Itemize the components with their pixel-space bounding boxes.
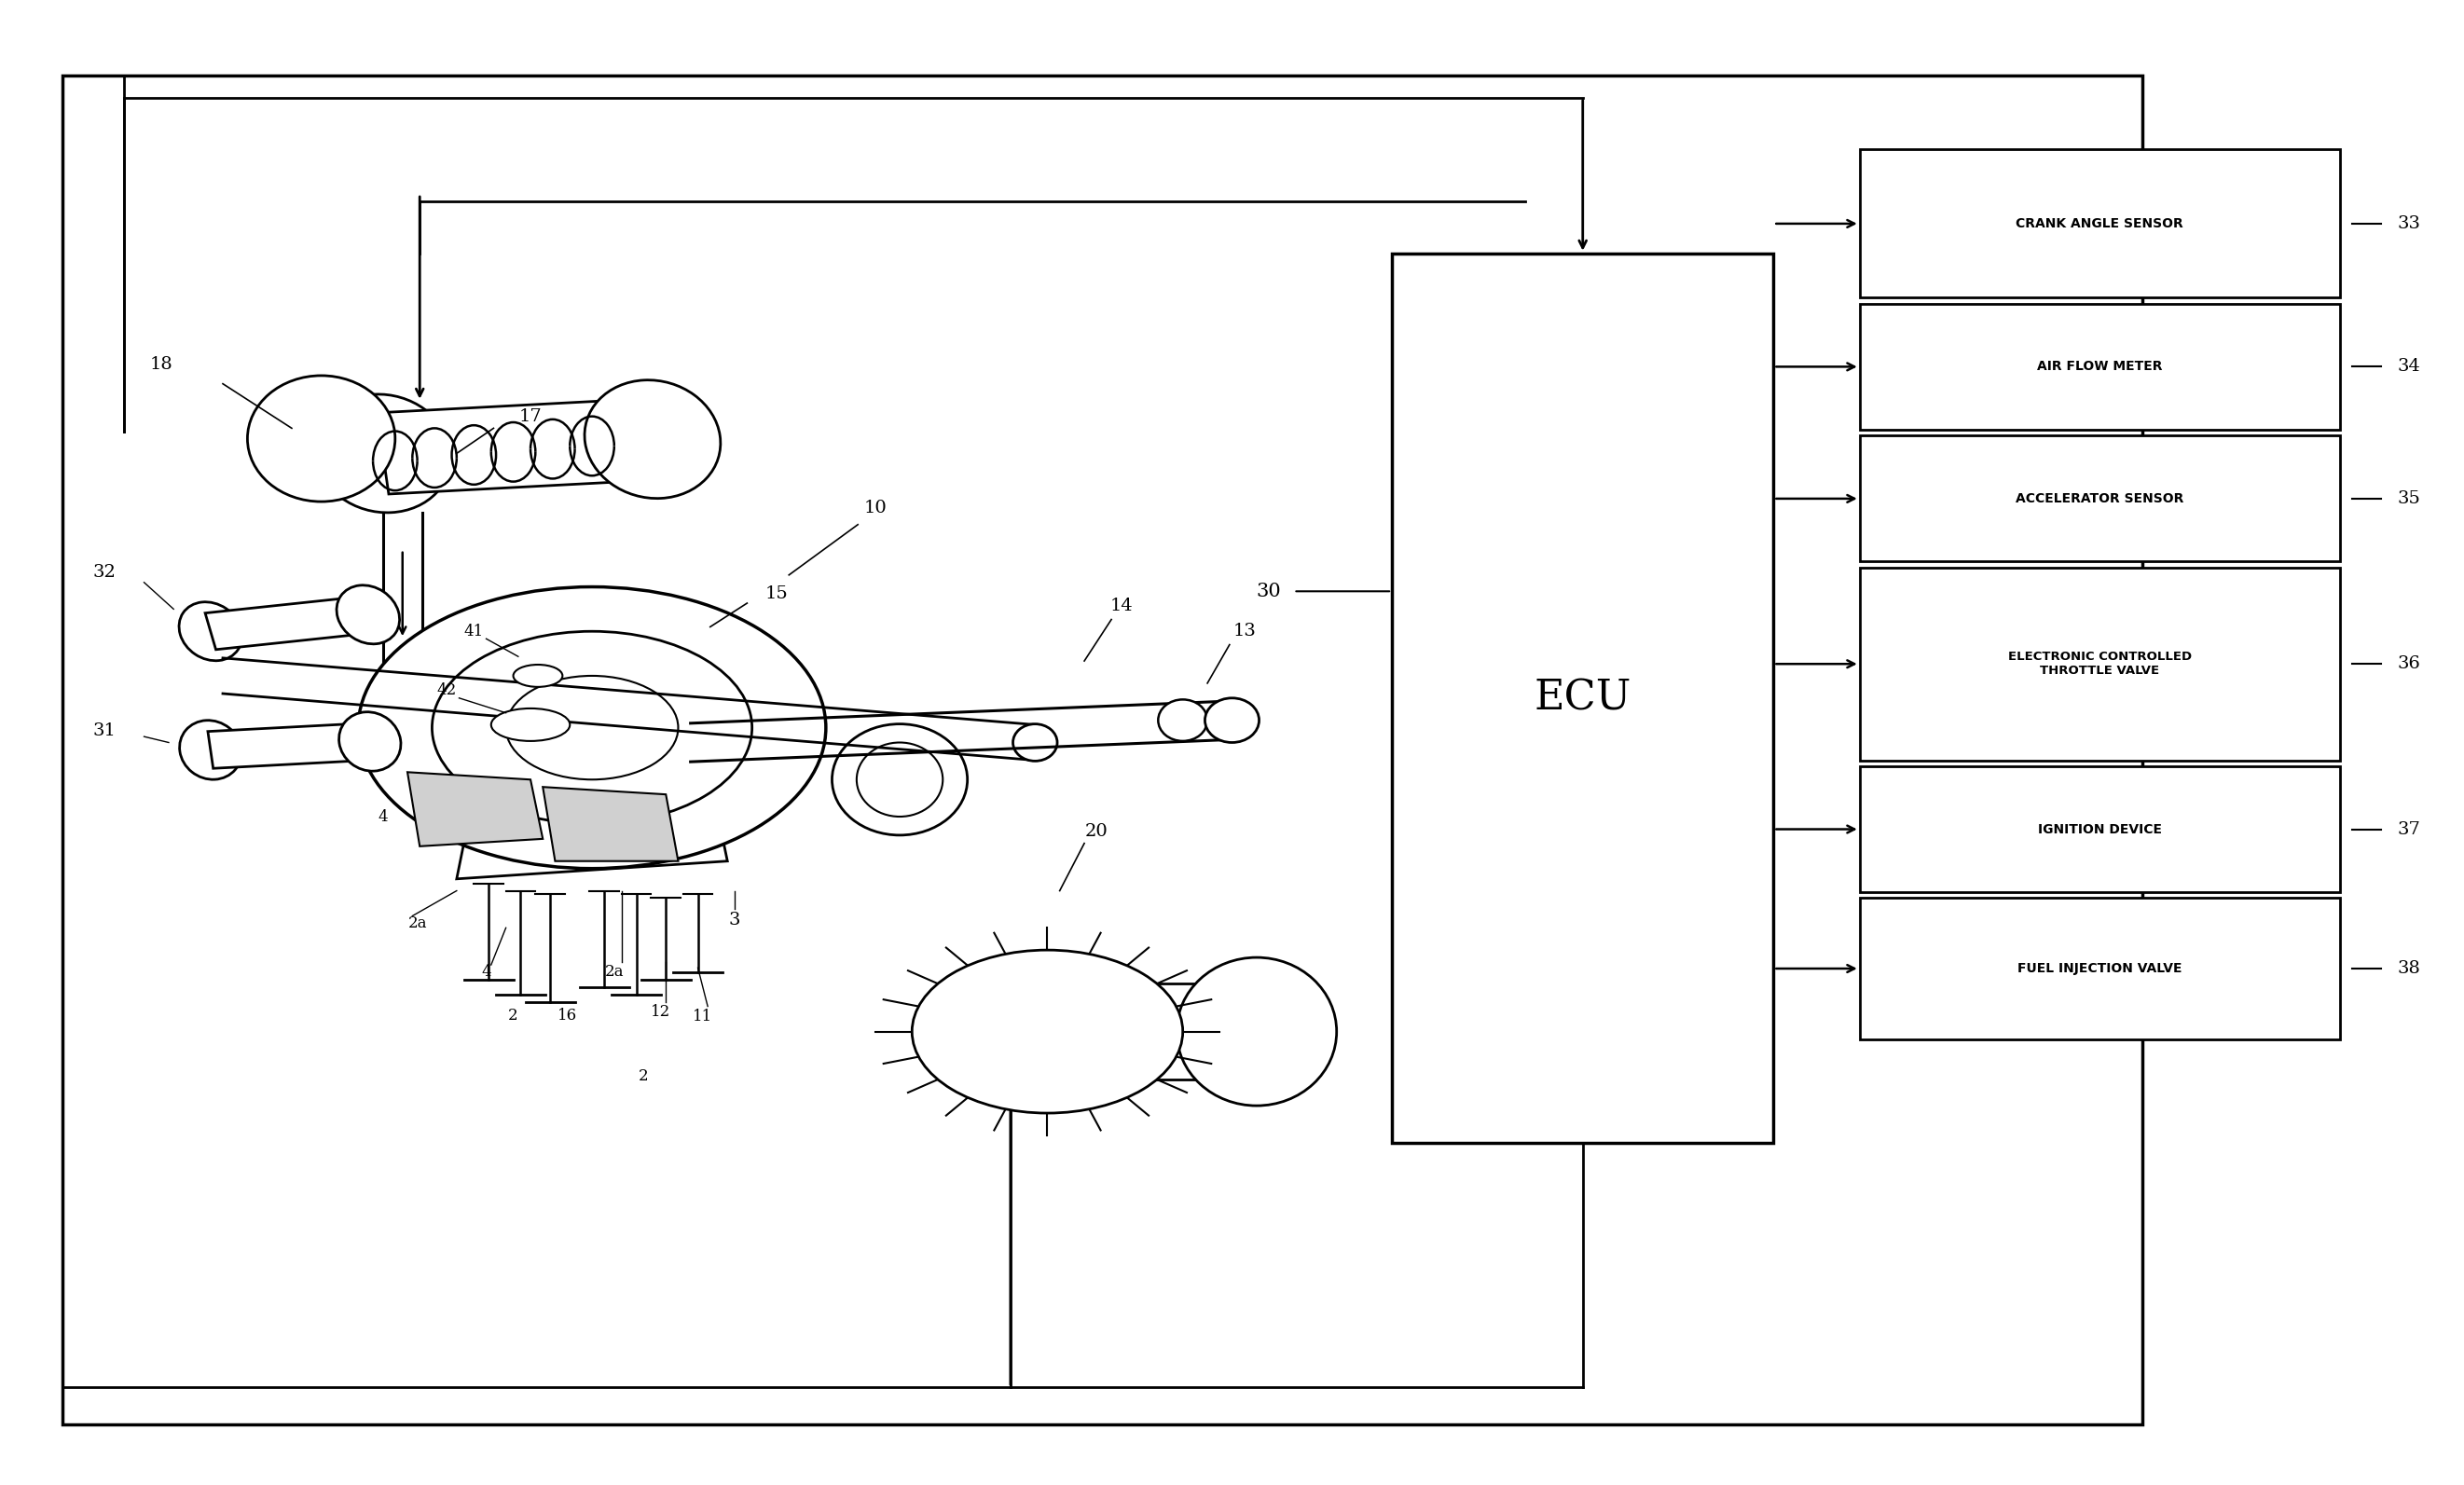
Text: 32: 32 [94, 564, 116, 581]
Polygon shape [207, 723, 372, 768]
Text: AIR FLOW METER: AIR FLOW METER [2038, 361, 2163, 373]
Polygon shape [1047, 983, 1257, 1080]
Ellipse shape [490, 708, 569, 741]
Text: CRANK ANGLE SENSOR: CRANK ANGLE SENSOR [2016, 217, 2183, 230]
Ellipse shape [513, 665, 562, 688]
Text: ELECTRONIC CONTROLLED
THROTTLE VALVE: ELECTRONIC CONTROLLED THROTTLE VALVE [2008, 650, 2190, 677]
Polygon shape [377, 398, 658, 495]
Text: 37: 37 [2397, 821, 2420, 838]
Text: IGNITION DEVICE: IGNITION DEVICE [2038, 823, 2161, 836]
Ellipse shape [1158, 699, 1207, 741]
Ellipse shape [584, 380, 719, 499]
Text: FUEL INJECTION VALVE: FUEL INJECTION VALVE [2018, 962, 2183, 976]
Text: 4: 4 [480, 964, 490, 980]
Bar [1860, 898, 2341, 1039]
Text: 2: 2 [508, 1007, 517, 1023]
Text: 18: 18 [150, 356, 172, 373]
Text: 38: 38 [2397, 961, 2420, 977]
Text: ACCELERATOR SENSOR: ACCELERATOR SENSOR [2016, 492, 2183, 505]
Ellipse shape [315, 394, 451, 512]
Ellipse shape [338, 585, 399, 644]
Text: 10: 10 [862, 500, 887, 517]
Circle shape [357, 587, 825, 869]
Text: 30: 30 [1257, 582, 1281, 600]
Circle shape [431, 631, 752, 824]
Bar [1860, 304, 2341, 429]
Ellipse shape [1178, 958, 1335, 1106]
Ellipse shape [180, 720, 241, 780]
Ellipse shape [180, 601, 241, 661]
Polygon shape [542, 787, 678, 861]
Text: 34: 34 [2397, 358, 2420, 376]
Text: ECU: ECU [1535, 679, 1631, 719]
Text: 41: 41 [463, 624, 483, 639]
Ellipse shape [340, 711, 402, 771]
Text: 4: 4 [377, 809, 387, 824]
Bar [62, 76, 2144, 1424]
Bar [1860, 435, 2341, 561]
Bar [1860, 766, 2341, 892]
Ellipse shape [833, 725, 968, 835]
Text: 35: 35 [2397, 490, 2420, 506]
Text: 14: 14 [1109, 598, 1133, 615]
Circle shape [912, 950, 1183, 1114]
Text: 2a: 2a [604, 964, 623, 980]
Ellipse shape [1205, 698, 1259, 742]
Text: 12: 12 [650, 1004, 670, 1020]
Circle shape [505, 676, 678, 780]
Text: 2: 2 [638, 1068, 648, 1084]
Bar [1860, 150, 2341, 298]
Text: 20: 20 [1084, 823, 1109, 841]
Ellipse shape [857, 742, 944, 817]
Polygon shape [205, 597, 375, 649]
Text: 11: 11 [692, 1008, 712, 1025]
Text: 2a: 2a [407, 915, 426, 931]
Text: 3: 3 [729, 912, 742, 928]
Ellipse shape [246, 376, 394, 502]
Text: 17: 17 [520, 408, 542, 425]
Text: 31: 31 [94, 722, 116, 740]
Text: 15: 15 [766, 587, 788, 603]
Bar [1860, 567, 2341, 760]
Polygon shape [407, 772, 542, 846]
Text: 42: 42 [436, 683, 456, 698]
Polygon shape [456, 742, 727, 879]
Text: 33: 33 [2397, 215, 2420, 232]
Ellipse shape [968, 958, 1129, 1106]
Text: 13: 13 [1232, 622, 1257, 640]
Text: 36: 36 [2397, 655, 2420, 673]
Ellipse shape [1013, 725, 1057, 760]
Bar [1392, 254, 1774, 1143]
Text: 16: 16 [557, 1007, 577, 1023]
